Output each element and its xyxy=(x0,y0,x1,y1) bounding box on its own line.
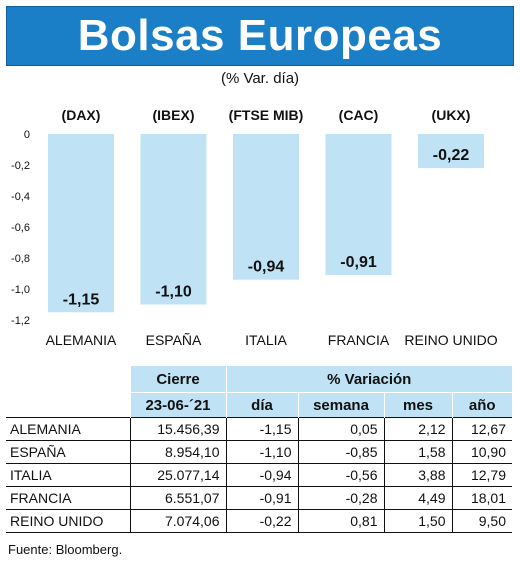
bar xyxy=(325,134,392,276)
source-note: Fuente: Bloomberg. xyxy=(8,542,123,557)
header-blank-2 xyxy=(6,392,130,418)
data-label: -0,91 xyxy=(340,254,377,271)
cell-cierre: 6.551,07 xyxy=(129,486,226,510)
index-label: (UKX) xyxy=(432,107,471,123)
header-variacion: % Variación xyxy=(225,366,512,393)
table-row: FRANCIA 6.551,07 -0,91 -0,28 4,49 18,01 xyxy=(6,486,512,510)
index-label: (CAC) xyxy=(339,107,379,123)
header-cierre: Cierre xyxy=(129,366,226,393)
cell-mes: 4,49 xyxy=(383,486,452,510)
data-label: -1,15 xyxy=(63,291,100,308)
table-row: ALEMANIA 15.456,39 -1,15 0,05 2,12 12,67 xyxy=(6,417,512,441)
y-tick-label: -0,2 xyxy=(11,160,30,172)
cell-pais: ESPAÑA xyxy=(6,440,130,464)
cell-ano: 18,01 xyxy=(451,486,512,510)
table-row: ITALIA 25.077,14 -0,94 -0,56 3,88 12,79 xyxy=(6,463,512,487)
y-tick-label: -1,0 xyxy=(11,284,30,296)
x-tick-label: FRANCIA xyxy=(328,332,390,348)
y-tick-label: -1,2 xyxy=(11,315,30,327)
bar xyxy=(140,134,207,305)
cell-ano: 9,50 xyxy=(451,509,512,533)
x-tick-label: REINO UNIDO xyxy=(404,332,497,348)
table-row: ESPAÑA 8.954,10 -1,10 -0,85 1,58 10,90 xyxy=(6,440,512,464)
index-label: (DAX) xyxy=(62,107,101,123)
cell-dia: -0,94 xyxy=(225,463,298,487)
cell-pais: FRANCIA xyxy=(6,486,130,510)
chart-subtitle: (% Var. día) xyxy=(220,70,300,87)
cell-dia: -0,91 xyxy=(225,486,298,510)
cell-mes: 1,58 xyxy=(383,440,452,464)
cell-mes: 3,88 xyxy=(383,463,452,487)
header-mes: mes xyxy=(383,392,452,418)
y-tick-label: -0,4 xyxy=(11,191,30,203)
header-ano: año xyxy=(451,392,512,418)
cell-cierre: 15.456,39 xyxy=(129,417,226,441)
cell-mes: 1,50 xyxy=(383,509,452,533)
cell-mes: 2,12 xyxy=(383,417,452,441)
cell-dia: -1,10 xyxy=(225,440,298,464)
data-label: -1,10 xyxy=(155,284,192,301)
cell-semana: -0,28 xyxy=(297,486,384,510)
cell-cierre: 7.074,06 xyxy=(129,509,226,533)
cell-ano: 12,79 xyxy=(451,463,512,487)
index-label: (FTSE MIB) xyxy=(229,107,304,123)
x-tick-label: ESPAÑA xyxy=(146,332,202,348)
bar xyxy=(48,134,114,313)
header-blank xyxy=(6,366,130,393)
cell-pais: ITALIA xyxy=(6,463,130,487)
cell-semana: -0,85 xyxy=(297,440,384,464)
cell-semana: 0,05 xyxy=(297,417,384,441)
cell-ano: 12,67 xyxy=(451,417,512,441)
cell-dia: -1,15 xyxy=(225,417,298,441)
table-row: REINO UNIDO 7.074,06 -0,22 0,81 1,50 9,5… xyxy=(6,509,512,533)
x-tick-label: ALEMANIA xyxy=(46,332,117,348)
header-dia: día xyxy=(225,392,298,418)
y-tick-label: 0 xyxy=(24,129,30,141)
cell-dia: -0,22 xyxy=(225,509,298,533)
cell-pais: ALEMANIA xyxy=(6,417,130,441)
cell-cierre: 25.077,14 xyxy=(129,463,226,487)
bar-chart: 0 -0,2 -0,4 -0,6 -0,8 -1,0 -1,2 (DAX) -1,15 ALEMA… xyxy=(11,107,498,348)
bar xyxy=(233,134,299,280)
data-label: -0,94 xyxy=(248,259,285,276)
cell-pais: REINO UNIDO xyxy=(6,509,130,533)
y-tick-label: -0,8 xyxy=(11,253,30,265)
cell-semana: -0,56 xyxy=(297,463,384,487)
data-table: Cierre % Variación 23-06-´21 día semana … xyxy=(6,366,512,533)
header-date: 23-06-´21 xyxy=(129,392,226,418)
index-label: (IBEX) xyxy=(153,107,195,123)
cell-semana: 0,81 xyxy=(297,509,384,533)
data-label: -0,22 xyxy=(433,147,470,164)
x-tick-label: ITALIA xyxy=(245,332,287,348)
header-semana: semana xyxy=(297,392,384,418)
cell-ano: 10,90 xyxy=(451,440,512,464)
bar xyxy=(418,134,484,169)
cell-cierre: 8.954,10 xyxy=(129,440,226,464)
title-banner: Bolsas Europeas xyxy=(6,6,514,66)
y-tick-label: -0,6 xyxy=(11,222,30,234)
chart-title: Bolsas Europeas xyxy=(77,11,443,60)
